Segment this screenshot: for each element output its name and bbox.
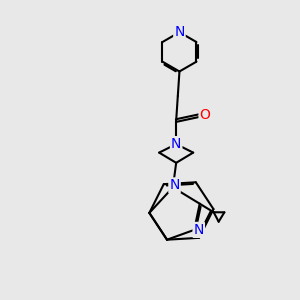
Text: O: O xyxy=(200,108,210,122)
Text: N: N xyxy=(174,25,184,39)
Text: N: N xyxy=(171,137,181,151)
Text: N: N xyxy=(194,223,204,237)
Text: N: N xyxy=(169,178,180,192)
